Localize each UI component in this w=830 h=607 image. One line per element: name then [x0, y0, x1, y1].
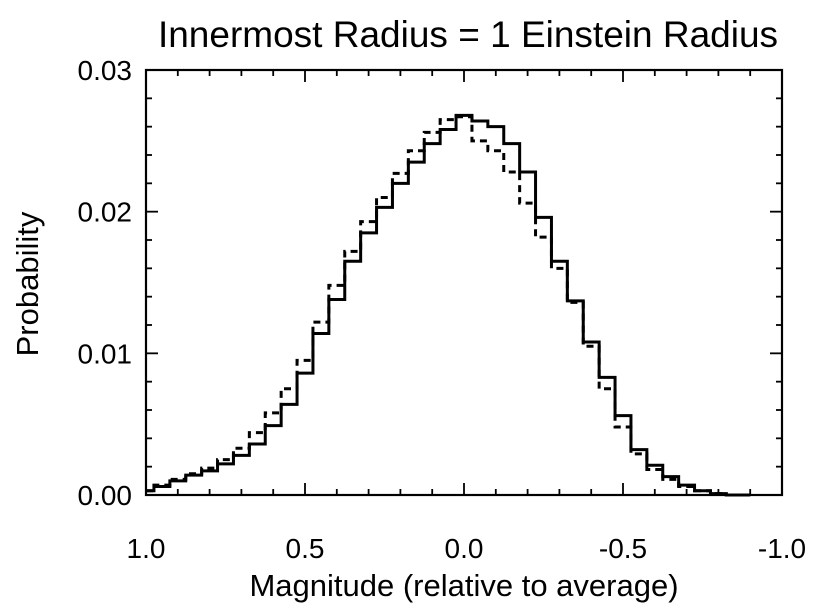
x-tick-label: 0.0: [445, 533, 484, 564]
axis-ticks: [145, 69, 783, 496]
plot-frame: [144, 68, 784, 497]
series-dashed-line: [146, 115, 751, 497]
y-tick-label: 0.03: [78, 55, 133, 86]
x-tick-label: -1.0: [758, 533, 806, 564]
x-axis-label: Magnitude (relative to average): [249, 568, 678, 603]
data-series: [146, 113, 751, 497]
y-tick-label: 0.02: [78, 197, 133, 228]
series-solid-line: [146, 113, 751, 497]
y-tick-label: 0.01: [78, 338, 133, 369]
x-tick-label: -0.5: [599, 533, 647, 564]
y-tick-label: 0.00: [78, 480, 133, 511]
x-tick-label: 0.5: [286, 533, 325, 564]
tick-labels: 1.0 0.5 0.0 -0.5 -1.0 0.00 0.01 0.02 0.03: [78, 55, 807, 564]
x-tick-label: 1.0: [127, 533, 166, 564]
chart-title: Innermost Radius = 1 Einstein Radius: [158, 14, 778, 55]
y-axis-label: Probability: [10, 211, 45, 356]
